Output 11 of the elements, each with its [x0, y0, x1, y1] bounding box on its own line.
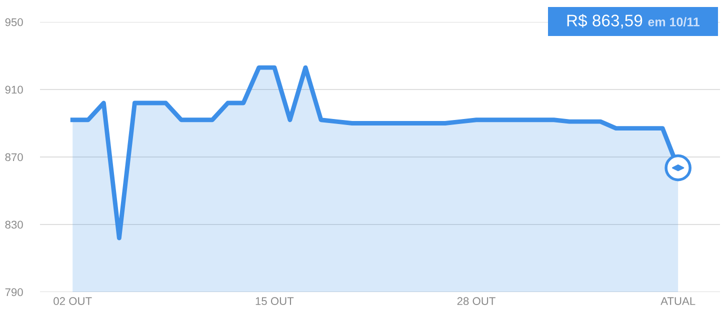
x-tick-label: ATUAL — [660, 297, 696, 306]
y-tick-label: 790 — [5, 288, 23, 296]
y-tick-label: 870 — [5, 153, 23, 162]
x-tick-label: 02 OUT — [54, 297, 92, 306]
y-tick-label: 910 — [5, 86, 23, 94]
annotation: R$ 863,59 — [567, 14, 642, 28]
annotation: em 10/11 — [648, 17, 700, 26]
x-tick-label: 28 OUT — [457, 297, 496, 306]
y-tick-label: 950 — [5, 18, 23, 26]
x-tick-label: 15 OUT — [256, 297, 294, 306]
y-tick-label: 830 — [5, 220, 23, 229]
